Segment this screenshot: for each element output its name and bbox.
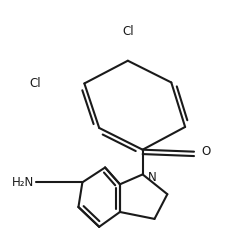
- Text: H₂N: H₂N: [11, 176, 34, 189]
- Text: Cl: Cl: [29, 77, 41, 90]
- Text: Cl: Cl: [121, 25, 133, 38]
- Text: O: O: [200, 145, 210, 158]
- Text: N: N: [147, 171, 156, 184]
